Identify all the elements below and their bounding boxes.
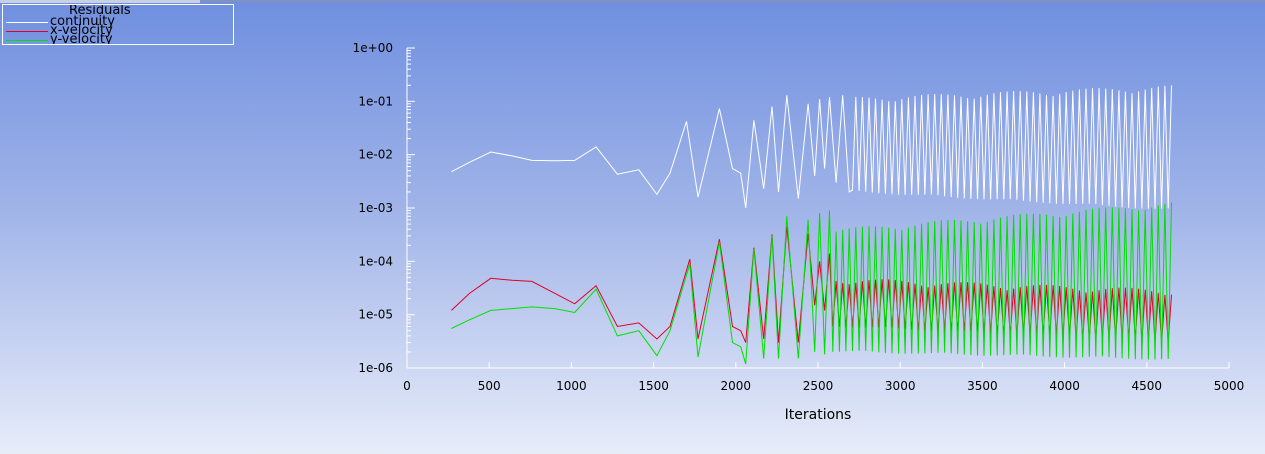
x-tick-label: 2500 xyxy=(803,379,834,393)
window-top-border xyxy=(0,0,1265,2)
x-tick-label: 3500 xyxy=(967,379,998,393)
legend-item-y-velocity: y-velocity xyxy=(6,32,206,45)
legend-item-continuity: continuity xyxy=(6,14,206,29)
y-tick-label: 1e-01 xyxy=(358,94,393,108)
chart-axes: 1e-06 1e-05 1e-04 1e-03 1e-02 1e-01 1e+00 0 500 1… xyxy=(353,41,1245,393)
x-tick-label: 0 xyxy=(403,379,411,393)
x-tick-label: 2000 xyxy=(721,379,752,393)
x-tick-label: 5000 xyxy=(1214,379,1245,393)
window-tab-strip xyxy=(0,0,200,3)
x-axis-title: Iterations xyxy=(785,407,852,423)
x-tick-label: 4000 xyxy=(1049,379,1080,393)
y-tick-label: 1e-04 xyxy=(358,254,393,268)
legend-title: Residuals xyxy=(69,4,131,18)
x-tick-label: 1000 xyxy=(556,379,587,393)
y-tick-label: 1e-02 xyxy=(358,148,393,162)
x-tick-label: 1500 xyxy=(638,379,669,393)
legend-label-continuity: continuity xyxy=(50,14,115,29)
y-tick-label: 1e-06 xyxy=(358,361,393,375)
legend-box: Residuals continuity x-velocity y-veloci… xyxy=(2,4,234,45)
legend-label-x-velocity: x-velocity xyxy=(50,23,113,38)
y-tick-label: 1e-03 xyxy=(358,201,393,215)
x-tick-label: 4500 xyxy=(1132,379,1163,393)
legend-swatch-y-velocity xyxy=(6,40,48,41)
series-line-continuity xyxy=(451,85,1172,209)
series-line-x-velocity xyxy=(451,226,1172,343)
y-tick-label: 1e-05 xyxy=(358,308,393,322)
x-tick-label: 500 xyxy=(478,379,501,393)
y-tick-label: 1e+00 xyxy=(353,41,393,55)
chart-series-lines xyxy=(451,85,1172,364)
legend-item-x-velocity: x-velocity xyxy=(6,23,206,38)
legend-label-y-velocity: y-velocity xyxy=(50,32,113,45)
series-line-y-velocity xyxy=(451,202,1172,364)
legend-swatch-x-velocity xyxy=(6,31,48,32)
legend-swatch-continuity xyxy=(6,22,48,23)
x-tick-label: 3000 xyxy=(885,379,916,393)
